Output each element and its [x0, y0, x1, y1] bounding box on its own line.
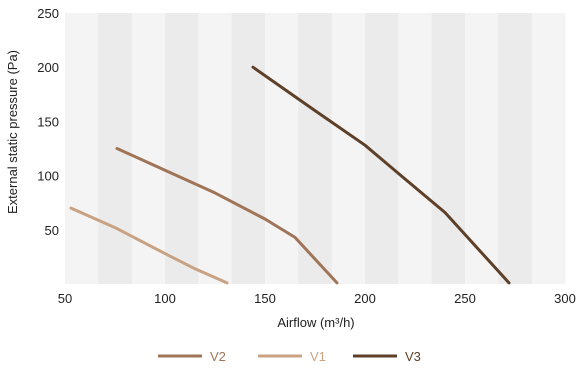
grid-band — [498, 13, 533, 284]
grid-band — [431, 13, 466, 284]
grid-bands — [65, 13, 566, 284]
grid-band — [398, 13, 433, 284]
x-tick-label: 200 — [354, 291, 376, 306]
y-tick-label: 50 — [45, 223, 59, 238]
y-tick-label: 150 — [37, 114, 59, 129]
y-axis-label: External static pressure (Pa) — [5, 50, 20, 214]
series-line-v2 — [115, 147, 339, 285]
grid-band — [165, 13, 199, 284]
x-axis-label: Airflow (m³/h) — [277, 315, 354, 330]
grid-band — [98, 13, 133, 284]
x-tick-label: 50 — [58, 291, 72, 306]
grid-band — [265, 13, 299, 284]
grid-band — [65, 13, 99, 284]
y-axis-ticks: 50 100 150 200 250 — [37, 6, 59, 238]
x-tick-label: 150 — [254, 291, 276, 306]
series-line-v3 — [251, 65, 511, 285]
grid-band — [198, 13, 233, 284]
x-axis-ticks: 50 100 150 200 250 300 — [58, 291, 576, 306]
grid-band — [231, 13, 266, 284]
y-tick-label: 200 — [37, 60, 59, 75]
legend-label-v3: V3 — [405, 349, 421, 364]
legend-label-v1: V1 — [310, 349, 326, 364]
grid-band — [298, 13, 333, 284]
series-line-v1 — [69, 206, 229, 285]
x-tick-label: 250 — [454, 291, 476, 306]
series-lines — [69, 65, 511, 285]
grid-band — [531, 13, 566, 284]
y-tick-label: 100 — [37, 169, 59, 184]
y-tick-label: 250 — [37, 6, 59, 21]
grid-band — [331, 13, 366, 284]
x-tick-label: 100 — [154, 291, 176, 306]
x-tick-label: 300 — [554, 291, 576, 306]
legend: V2 V1 V3 — [158, 349, 421, 364]
grid-band — [465, 13, 499, 284]
legend-label-v2: V2 — [210, 349, 226, 364]
